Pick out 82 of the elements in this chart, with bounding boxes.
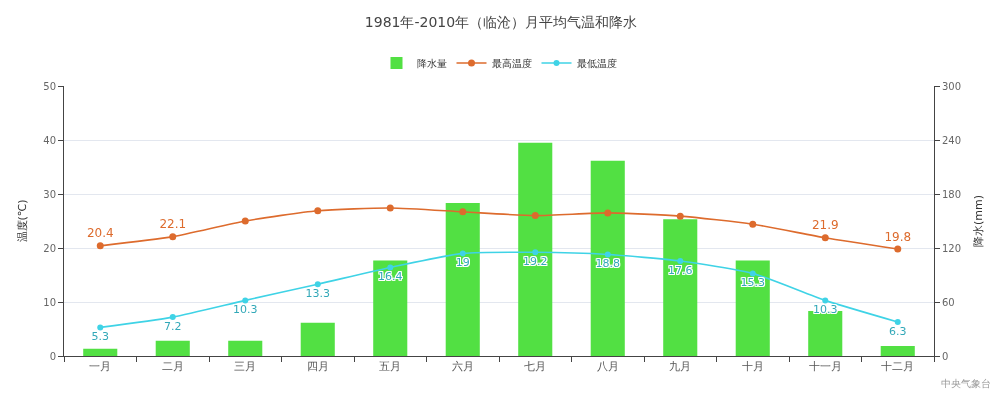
legend-label: 最高温度	[491, 57, 532, 69]
data-label: 18.8	[595, 257, 620, 271]
bar	[663, 219, 698, 356]
y2-axis-title: 降水(mm)	[972, 194, 986, 248]
point	[894, 318, 901, 325]
y-tick-label: 0	[49, 350, 56, 362]
y-axis-title: 温度(℃)	[15, 199, 29, 243]
bar	[83, 348, 118, 356]
y-tick-label: 10	[43, 296, 56, 308]
bar	[300, 322, 335, 356]
data-label: 5.3	[91, 330, 109, 344]
y2-tick-label: 240	[942, 134, 962, 146]
x-tick-label: 九月	[669, 360, 692, 374]
data-label: 19.2	[523, 255, 548, 269]
y2-tick-label: 300	[942, 80, 962, 92]
data-label: 7.2	[164, 320, 182, 334]
bar	[228, 340, 263, 356]
data-label: 16.4	[378, 270, 403, 284]
y2-tick-label: 180	[942, 188, 962, 200]
point	[676, 212, 684, 220]
y-tick-label: 40	[43, 134, 56, 146]
data-label: 15.3	[740, 276, 765, 290]
point	[677, 257, 684, 264]
point	[314, 281, 321, 288]
point	[169, 233, 177, 241]
y-tick-label: 50	[43, 80, 56, 92]
y2-tick-label: 0	[942, 350, 949, 362]
text: 中央气象台	[941, 378, 991, 389]
x-tick-label: 一月	[89, 360, 112, 374]
chart-title: 1981年-2010年（临沧）月平均气温和降水	[364, 13, 638, 30]
data-label: 19	[455, 256, 470, 270]
point	[894, 245, 902, 253]
bar	[590, 160, 625, 356]
x-tick-label: 三月	[234, 360, 257, 374]
point	[749, 220, 757, 228]
bar	[808, 311, 843, 356]
point	[387, 264, 394, 271]
point	[532, 249, 539, 256]
data-label: 20.4	[86, 226, 114, 241]
y-tick-label: 20	[43, 242, 56, 254]
bar	[445, 203, 480, 356]
bar	[373, 260, 408, 356]
y2-tick-label: 60	[942, 296, 955, 308]
legend-label: 最低温度	[576, 57, 617, 69]
point	[822, 297, 829, 304]
bar	[880, 346, 915, 356]
bar	[735, 260, 770, 356]
point	[459, 250, 466, 257]
point	[96, 242, 104, 250]
data-label: 21.9	[811, 218, 839, 233]
data-label: 13.3	[305, 287, 330, 301]
point	[314, 207, 322, 215]
data-label: 10.3	[233, 303, 258, 317]
y-tick-label: 30	[43, 188, 56, 200]
x-tick-label: 十二月	[881, 360, 915, 374]
legend-label: 降水量	[416, 57, 447, 69]
x-tick-label: 十月	[741, 360, 764, 374]
x-tick-label: 五月	[379, 360, 402, 374]
x-tick-label: 八月	[596, 360, 619, 374]
point	[169, 314, 176, 321]
bar	[518, 142, 553, 356]
bar	[155, 340, 190, 356]
point	[604, 251, 611, 258]
data-label: 17.6	[668, 263, 693, 277]
point	[242, 297, 249, 304]
data-label: 22.1	[159, 217, 187, 232]
data-label: 19.8	[884, 229, 912, 244]
point	[459, 208, 467, 216]
point	[241, 217, 249, 225]
point	[749, 270, 756, 277]
data-label: 6.3	[889, 324, 907, 338]
point	[604, 209, 612, 217]
x-tick-label: 六月	[451, 360, 474, 374]
x-tick-label: 四月	[306, 360, 329, 374]
point	[531, 212, 539, 220]
point	[386, 204, 394, 212]
x-tick-label: 二月	[161, 360, 184, 374]
x-tick-label: 十一月	[808, 360, 842, 374]
y2-tick-label: 120	[942, 242, 962, 254]
point	[821, 234, 829, 242]
x-tick-label: 七月	[524, 360, 547, 374]
point	[97, 324, 104, 331]
